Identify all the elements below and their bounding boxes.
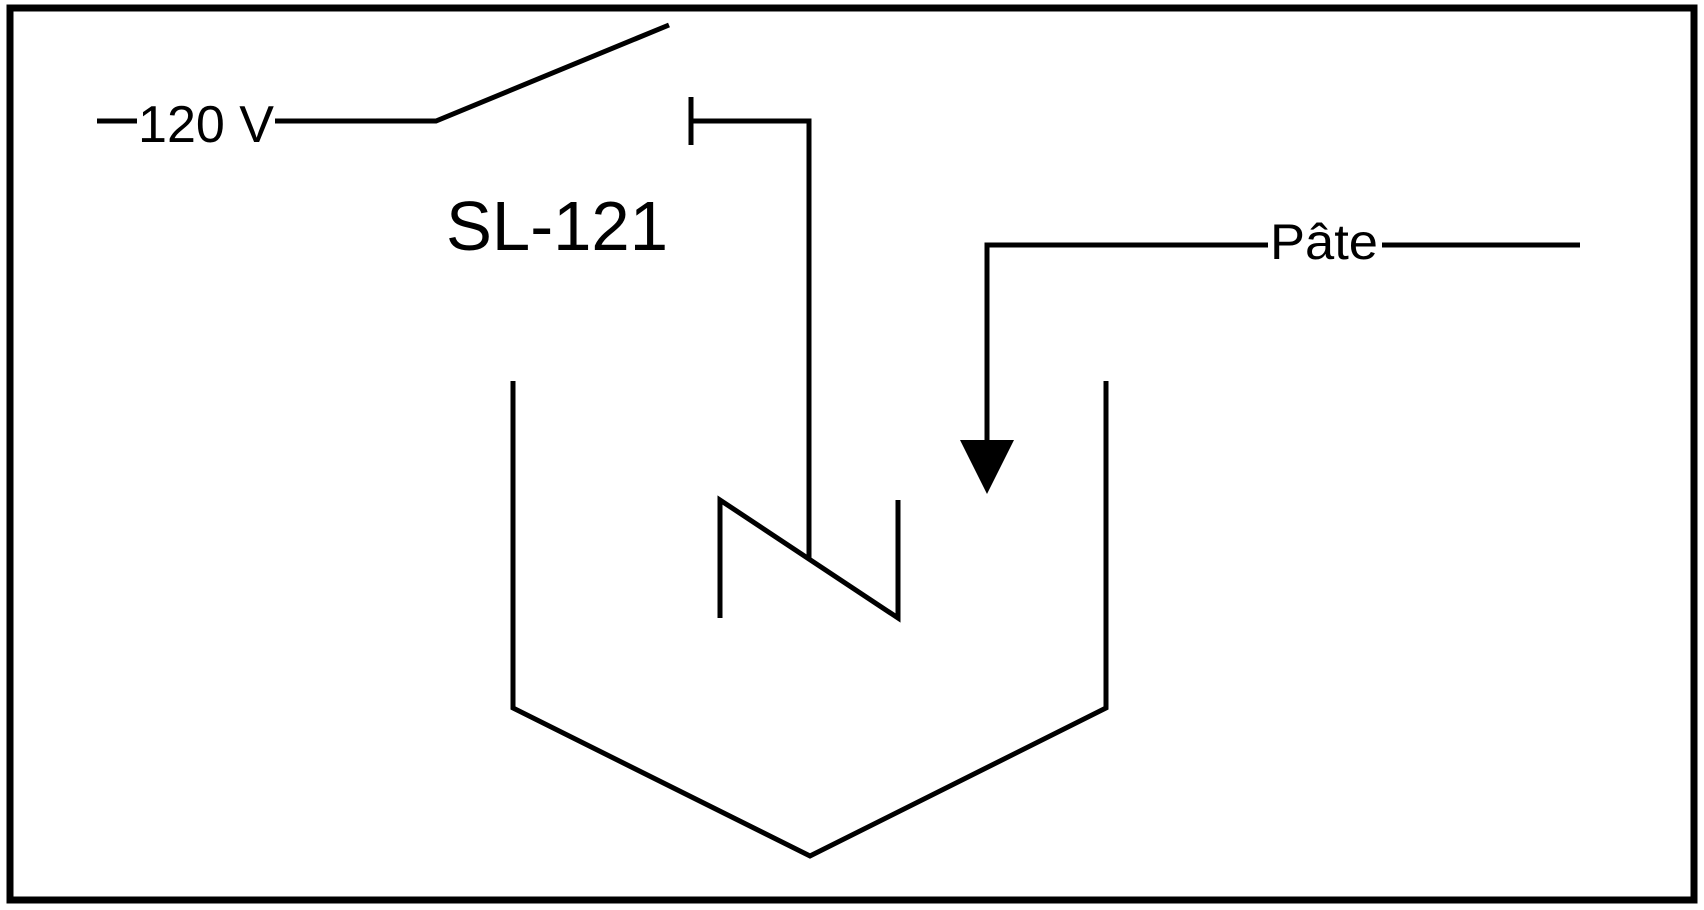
- switch-to-heater-wire: [691, 118, 812, 558]
- voltage-label: 120 V: [138, 96, 274, 154]
- switch-blade: [336, 22, 670, 124]
- input-feed: Pâte: [960, 214, 1580, 494]
- power-supply: 120 V: [97, 96, 336, 154]
- arrow-down-icon: [960, 440, 1014, 494]
- heating-element-icon: [717, 495, 901, 623]
- tank-vessel-icon: [510, 381, 1109, 859]
- tank-outline: [510, 381, 1109, 859]
- open-switch-icon: [336, 22, 812, 558]
- feed-wire-left: [984, 242, 1268, 452]
- switch-tag-label: SL-121: [446, 187, 668, 265]
- input-label: Pâte: [1270, 214, 1378, 270]
- heater-coil: [717, 495, 901, 623]
- diagram-frame: [6, 4, 1698, 904]
